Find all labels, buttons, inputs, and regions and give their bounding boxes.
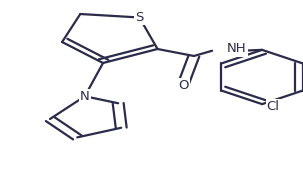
Text: N: N (80, 90, 90, 103)
Text: O: O (178, 79, 188, 92)
Text: Cl: Cl (267, 100, 280, 113)
Text: S: S (135, 11, 144, 24)
Text: NH: NH (227, 43, 247, 55)
